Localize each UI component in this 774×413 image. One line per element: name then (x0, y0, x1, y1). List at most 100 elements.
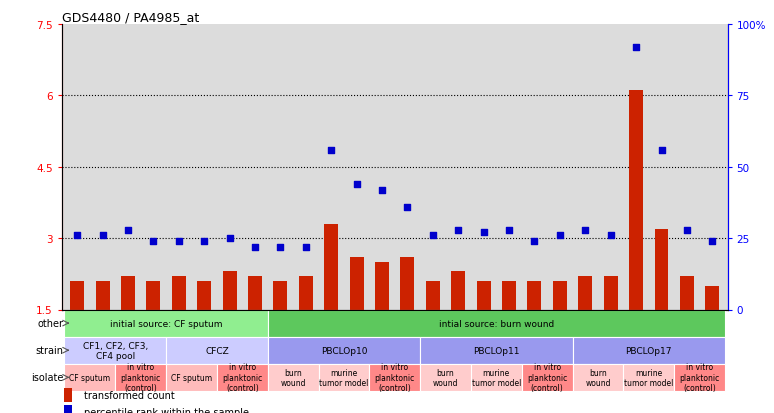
Bar (172, 277, 186, 310)
Bar (268, 310, 725, 337)
Bar (166, 364, 217, 391)
Point (274, 244, 286, 250)
Bar (223, 272, 237, 310)
Text: murine
tumor model: murine tumor model (319, 368, 368, 387)
Point (553, 233, 566, 239)
Bar (674, 364, 725, 391)
Point (300, 244, 312, 250)
Bar (629, 91, 643, 310)
Bar (319, 364, 369, 391)
Text: burn
wound: burn wound (585, 368, 611, 387)
Bar (350, 258, 364, 310)
Text: burn
wound: burn wound (280, 368, 306, 387)
Point (147, 238, 159, 244)
Bar (623, 364, 674, 391)
Point (173, 238, 185, 244)
Bar (268, 337, 420, 364)
Bar (502, 281, 516, 310)
Text: isolate: isolate (31, 373, 63, 382)
Bar (64, 405, 72, 413)
Bar (471, 364, 522, 391)
Text: murine
tumor model: murine tumor model (471, 368, 521, 387)
Text: CF sputum: CF sputum (70, 373, 111, 382)
Bar (426, 281, 440, 310)
Point (680, 227, 693, 233)
Text: in vitro
planktonic
(control): in vitro planktonic (control) (375, 363, 415, 392)
Bar (324, 224, 338, 310)
Bar (146, 281, 160, 310)
Bar (115, 364, 166, 391)
Point (452, 227, 464, 233)
Text: PBCLOp11: PBCLOp11 (473, 346, 519, 355)
Point (604, 233, 617, 239)
Bar (64, 310, 268, 337)
Point (579, 227, 591, 233)
Text: transformed count: transformed count (84, 390, 174, 400)
Bar (64, 364, 115, 391)
Point (706, 238, 718, 244)
Point (529, 238, 541, 244)
Bar (95, 281, 110, 310)
Text: CF sputum: CF sputum (171, 373, 212, 382)
Text: initial source: CF sputum: initial source: CF sputum (110, 319, 222, 328)
Point (503, 227, 515, 233)
Bar (420, 364, 471, 391)
Bar (197, 281, 211, 310)
Bar (248, 277, 262, 310)
Text: other: other (37, 318, 63, 328)
Text: intial source: burn wound: intial source: burn wound (439, 319, 554, 328)
Bar (369, 364, 420, 391)
Point (122, 227, 134, 233)
Bar (451, 272, 465, 310)
Bar (604, 277, 618, 310)
Point (97, 233, 109, 239)
Text: burn
wound: burn wound (433, 368, 458, 387)
Text: percentile rank within the sample: percentile rank within the sample (84, 407, 248, 413)
Bar (477, 281, 491, 310)
Point (376, 187, 389, 193)
Text: in vitro
planktonic
(control): in vitro planktonic (control) (222, 363, 262, 392)
Bar (273, 281, 287, 310)
Point (325, 147, 337, 154)
Bar (70, 281, 84, 310)
Text: GDS4480 / PA4985_at: GDS4480 / PA4985_at (62, 11, 199, 24)
Bar (299, 277, 313, 310)
Bar (400, 258, 414, 310)
Bar (655, 229, 669, 310)
Point (478, 230, 490, 236)
Bar (573, 364, 623, 391)
Point (426, 233, 439, 239)
Bar (121, 277, 135, 310)
Point (656, 147, 668, 154)
Point (198, 238, 211, 244)
Point (401, 204, 413, 211)
Point (351, 181, 363, 188)
Bar (705, 286, 719, 310)
Point (71, 233, 84, 239)
Bar (522, 364, 573, 391)
Text: PBCLOp17: PBCLOp17 (625, 346, 672, 355)
Text: in vitro
planktonic
(control): in vitro planktonic (control) (680, 363, 720, 392)
Point (248, 244, 261, 250)
Bar (680, 277, 694, 310)
Text: in vitro
planktonic
(control): in vitro planktonic (control) (121, 363, 161, 392)
Bar (528, 281, 542, 310)
Text: murine
tumor model: murine tumor model (624, 368, 673, 387)
Text: CFCZ: CFCZ (205, 346, 229, 355)
Bar (375, 262, 389, 310)
Bar (268, 364, 319, 391)
Point (224, 235, 236, 242)
Bar (166, 337, 268, 364)
Bar (420, 337, 573, 364)
Bar (573, 337, 725, 364)
Bar (64, 388, 72, 402)
Bar (217, 364, 268, 391)
Bar (553, 281, 567, 310)
Text: strain: strain (35, 345, 63, 355)
Text: in vitro
planktonic
(control): in vitro planktonic (control) (527, 363, 567, 392)
Point (630, 44, 642, 51)
Bar (578, 277, 592, 310)
Bar (64, 337, 166, 364)
Text: CF1, CF2, CF3,
CF4 pool: CF1, CF2, CF3, CF4 pool (83, 341, 148, 360)
Text: PBCLOp10: PBCLOp10 (320, 346, 367, 355)
